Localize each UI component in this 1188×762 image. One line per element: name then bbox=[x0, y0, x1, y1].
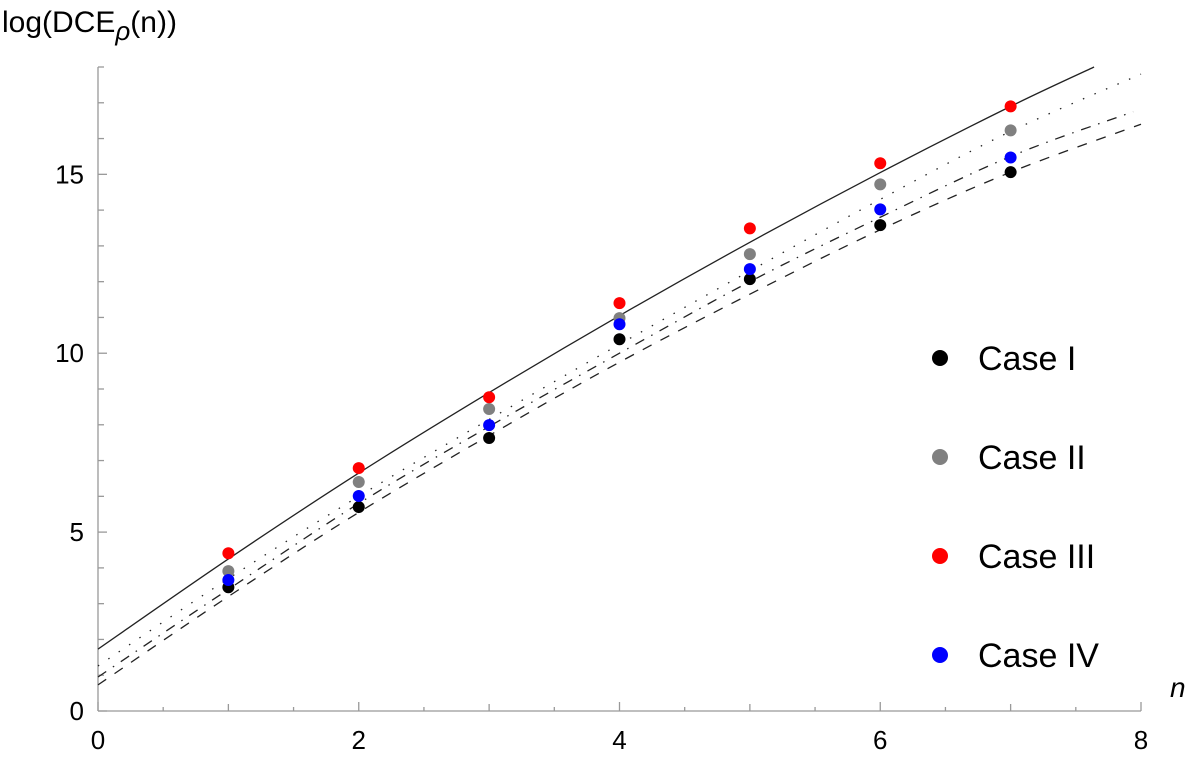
legend-label: Case IV bbox=[978, 637, 1099, 675]
point-case-iii bbox=[874, 157, 887, 170]
legend-marker bbox=[932, 350, 948, 366]
y-axis-label: log(DCEρ(n)) bbox=[2, 6, 177, 46]
point-case-iv bbox=[1004, 151, 1017, 164]
data-points bbox=[222, 100, 1017, 594]
y-axis-label-suffix: (n)) bbox=[130, 6, 177, 39]
x-tick-label: 8 bbox=[1134, 725, 1148, 755]
point-case-i bbox=[352, 501, 365, 514]
x-tick-label: 6 bbox=[873, 725, 887, 755]
point-case-ii bbox=[743, 248, 756, 261]
point-case-i bbox=[743, 273, 756, 286]
point-case-iii bbox=[483, 391, 496, 404]
x-tick-label: 0 bbox=[91, 725, 105, 755]
point-case-i bbox=[613, 333, 626, 346]
point-case-i bbox=[1004, 166, 1017, 179]
point-case-iii bbox=[613, 297, 626, 310]
y-tick-label: 10 bbox=[55, 338, 84, 368]
point-case-iv bbox=[874, 203, 887, 216]
legend: Case I Case II Case III Case IV bbox=[932, 340, 1099, 675]
x-tick-label: 4 bbox=[612, 725, 626, 755]
y-tick-label: 5 bbox=[70, 517, 84, 547]
legend-label: Case I bbox=[978, 340, 1076, 378]
point-case-ii bbox=[222, 565, 235, 578]
y-tick-label: 0 bbox=[70, 696, 84, 726]
point-case-i bbox=[483, 432, 496, 445]
legend-label: Case III bbox=[978, 538, 1095, 576]
point-case-ii bbox=[874, 178, 887, 191]
point-case-iv bbox=[222, 574, 235, 587]
point-case-iii bbox=[222, 547, 235, 560]
point-case-iv bbox=[743, 263, 756, 276]
curve-dashed bbox=[97, 123, 1142, 686]
point-case-iii bbox=[352, 462, 365, 475]
point-case-ii bbox=[352, 476, 365, 489]
legend-marker bbox=[932, 449, 948, 465]
y-axis-label-prefix: log(DCE bbox=[2, 6, 115, 39]
legend-marker bbox=[932, 548, 948, 564]
x-axis-label: n bbox=[1170, 672, 1186, 703]
legend-marker bbox=[932, 647, 948, 663]
curve-dash-dot bbox=[97, 111, 1134, 678]
legend-label: Case II bbox=[978, 439, 1086, 477]
point-case-iv bbox=[352, 489, 365, 502]
point-case-i bbox=[874, 219, 887, 232]
point-case-iii bbox=[743, 222, 756, 235]
y-axis-label-subscript: ρ bbox=[114, 16, 130, 46]
x-tick-label: 2 bbox=[352, 725, 366, 755]
point-case-iv bbox=[483, 419, 496, 432]
point-case-ii bbox=[1004, 124, 1017, 137]
axes: 0 2 4 6 8 0 5 10 15 bbox=[55, 66, 1148, 755]
point-case-iii bbox=[1004, 100, 1017, 113]
point-case-iv bbox=[613, 318, 626, 331]
point-case-ii bbox=[483, 403, 496, 416]
y-tick-label: 15 bbox=[55, 159, 84, 189]
